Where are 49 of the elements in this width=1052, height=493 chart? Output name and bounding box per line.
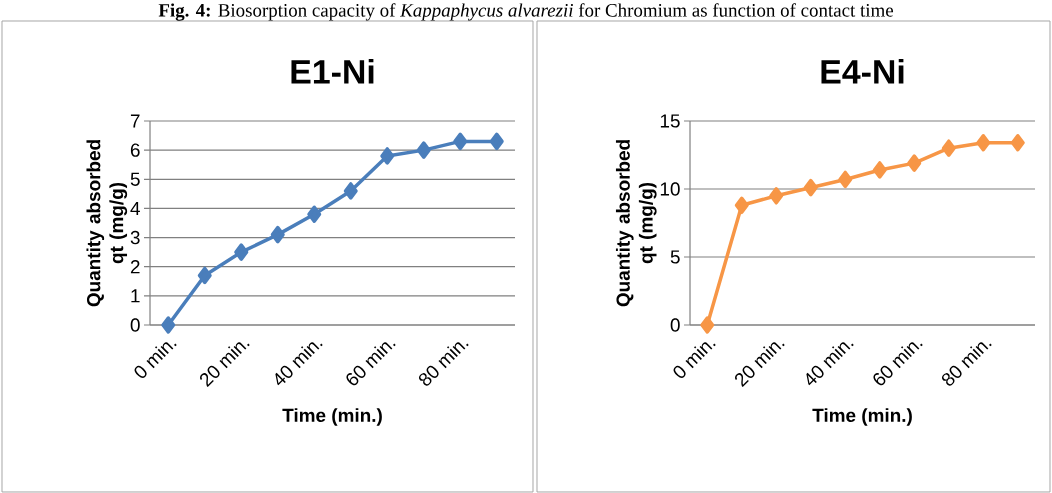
point [161,316,176,334]
point [769,187,784,205]
point [343,182,358,200]
y-tick-label: 3 [130,230,140,245]
point [307,205,322,223]
x-tick-label: 80 min. [418,342,469,386]
x-tick-label: 80 min. [941,342,992,386]
point [453,132,468,151]
x-axis-title: Time (min.) [282,408,382,426]
x-tick-label: 60 min. [346,342,396,386]
y-tick-label: 0 [130,318,140,332]
text: Fig. 4: Biosorption capacity of Kappaphycus alvarezii for Chromium as function of contact time [158,3,894,21]
chart-title: E1-Ni [291,58,374,84]
y-tick-label: 5 [130,172,140,186]
point [838,170,853,189]
chart-title: E4-Ni [821,58,904,84]
point [700,316,715,334]
x-tick-label: 40 min. [275,342,323,386]
point [907,154,922,172]
point [489,132,504,151]
point [270,225,285,244]
x-tick-label: 0 min. [673,342,716,378]
point [416,141,431,159]
x-tick-label: 20 min. [200,342,250,388]
point [976,133,991,152]
x-axis-title: Time (min.) [812,408,912,426]
y-tick-label: 15 [660,114,680,128]
point [1010,133,1025,152]
point [941,139,956,157]
y-tick-label: 5 [670,250,680,264]
y-tick-label: 10 [660,182,680,196]
x-tick-label: 0 min. [134,342,177,378]
y-axis-title: Quantity absorbed qt (mg/g) [86,140,128,307]
x-tick-label: 60 min. [873,342,923,386]
y-tick-label: 4 [130,201,140,215]
point [734,196,749,215]
y-tick-label: 0 [670,318,680,332]
y-tick-label: 7 [130,114,140,128]
x-tick-label: 40 min. [806,342,854,386]
point [234,243,249,261]
y-tick-label: 6 [130,143,140,157]
point [197,266,212,285]
y-tick-label: 2 [130,260,140,274]
point [872,161,887,179]
y-axis-title: Quantity absorbed qt (mg/g) [615,140,657,307]
y-tick-label: 1 [131,289,140,303]
point [380,147,395,165]
x-tick-label: 20 min. [735,342,785,388]
point [803,178,818,197]
